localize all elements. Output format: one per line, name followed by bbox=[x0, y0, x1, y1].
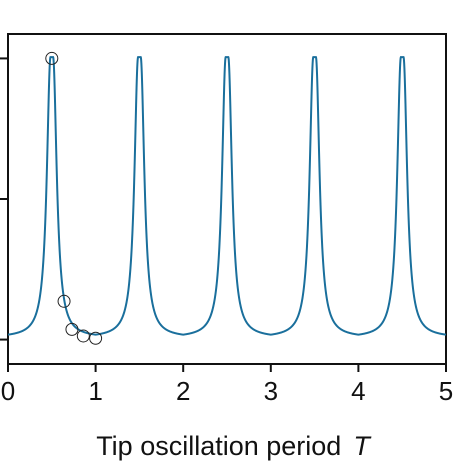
x-tick-label-2: 2 bbox=[176, 376, 190, 406]
data-point-marker-3 bbox=[76, 329, 90, 343]
data-point-marker-0 bbox=[45, 51, 59, 65]
series-line bbox=[7, 56, 447, 336]
plot-area-frame bbox=[7, 33, 447, 365]
data-point-marker-4 bbox=[89, 331, 103, 345]
x-tick-label-3: 3 bbox=[264, 376, 278, 406]
x-axis-ticks: 0 1 2 3 4 5 bbox=[1, 364, 453, 406]
y-axis-ticks bbox=[0, 57, 8, 341]
x-axis-title-text: Tip oscillation period bbox=[96, 431, 341, 461]
x-tick-label-5: 5 bbox=[439, 376, 453, 406]
x-tick-label-4: 4 bbox=[351, 376, 365, 406]
highlight-markers bbox=[45, 51, 103, 345]
x-axis-title-symbol: T bbox=[353, 431, 372, 461]
x-tick-label-1: 1 bbox=[88, 376, 102, 406]
x-axis-title: Tip oscillation period T bbox=[96, 431, 372, 461]
data-point-marker-1 bbox=[57, 294, 71, 308]
x-tick-label-0: 0 bbox=[1, 376, 15, 406]
data-point-marker-2 bbox=[65, 322, 79, 336]
